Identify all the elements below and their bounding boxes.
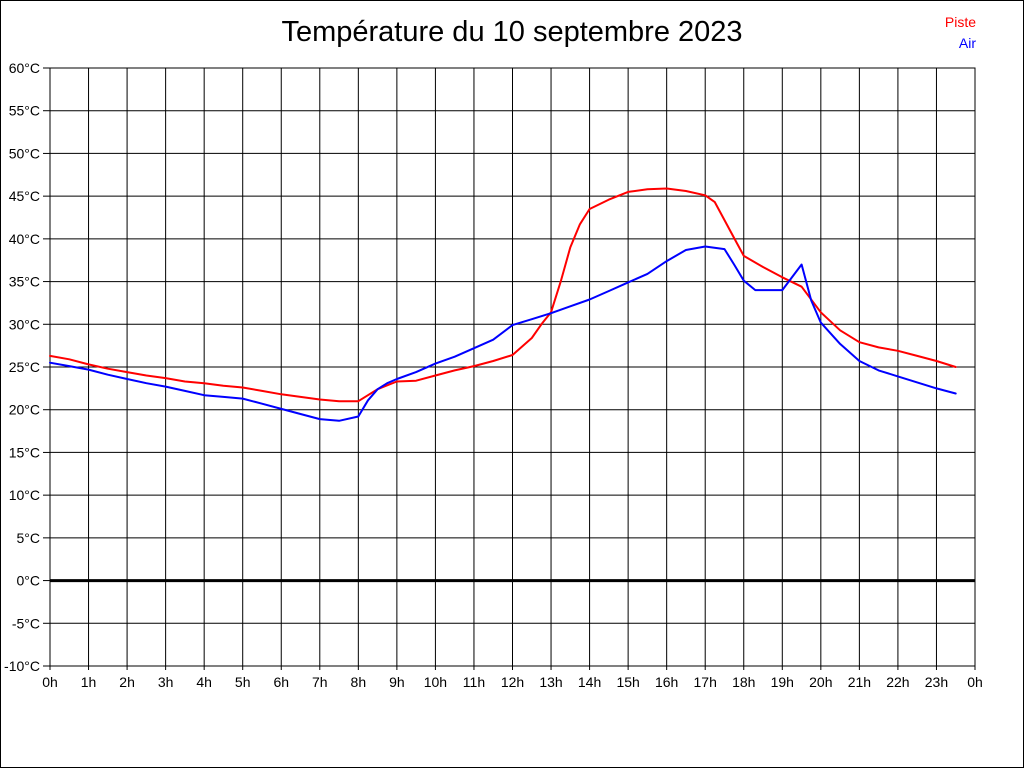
x-axis-label: 1h (81, 674, 97, 690)
x-axis-label: 0h (42, 674, 58, 690)
x-axis-label: 11h (463, 674, 485, 690)
x-axis-label: 17h (694, 674, 717, 690)
x-axis-label: 10h (424, 674, 447, 690)
x-axis-label: 8h (351, 674, 367, 690)
x-axis-label: 13h (539, 674, 562, 690)
y-axis-label: 30°C (9, 316, 40, 332)
x-axis-label: 6h (273, 674, 289, 690)
x-axis-label: 23h (925, 674, 948, 690)
x-axis-label: 19h (771, 674, 794, 690)
air-temperature-line (49, 245, 957, 422)
x-axis-label: 7h (312, 674, 328, 690)
y-axis-label: 45°C (9, 188, 40, 204)
y-axis-label: 0°C (17, 573, 41, 589)
plot-frame (49, 67, 976, 667)
y-axis-label: 50°C (9, 145, 40, 161)
x-axis-label: 22h (886, 674, 909, 690)
legend-item-air: Air (958, 35, 976, 51)
y-axis-label: 25°C (9, 359, 40, 375)
legend-item-piste: Piste (944, 14, 976, 30)
y-axis-label: 20°C (9, 402, 40, 418)
x-axis-label: 2h (119, 674, 135, 690)
y-axis-label: 5°C (17, 530, 41, 546)
y-axis-label: 10°C (9, 487, 40, 503)
legend: Piste Air (945, 12, 976, 54)
x-axis-label: 14h (578, 674, 601, 690)
x-axis-label: 4h (196, 674, 212, 690)
y-axis-label: 15°C (9, 444, 40, 460)
x-axis-label: 3h (158, 674, 174, 690)
x-axis-label: 15h (616, 674, 639, 690)
y-axis-label: 35°C (9, 274, 40, 290)
piste-temperature-line (49, 187, 957, 403)
chart-title: Température du 10 septembre 2023 (281, 16, 743, 48)
y-axis-label: 40°C (9, 231, 40, 247)
y-axis-label: 55°C (9, 103, 40, 119)
x-axis-label: 5h (235, 674, 251, 690)
x-axis-label: 12h (501, 674, 524, 690)
x-axis-label: 16h (655, 674, 678, 690)
x-axis-label: 21h (848, 674, 871, 690)
x-axis-label: 9h (389, 674, 405, 690)
y-axis-label: -5°C (12, 615, 40, 631)
x-axis-label: 20h (809, 674, 832, 690)
x-axis-label: 0h (967, 674, 983, 690)
y-axis-label: 60°C (9, 60, 40, 76)
y-axis-label: -10°C (4, 658, 40, 674)
x-axis-label: 18h (732, 674, 755, 690)
